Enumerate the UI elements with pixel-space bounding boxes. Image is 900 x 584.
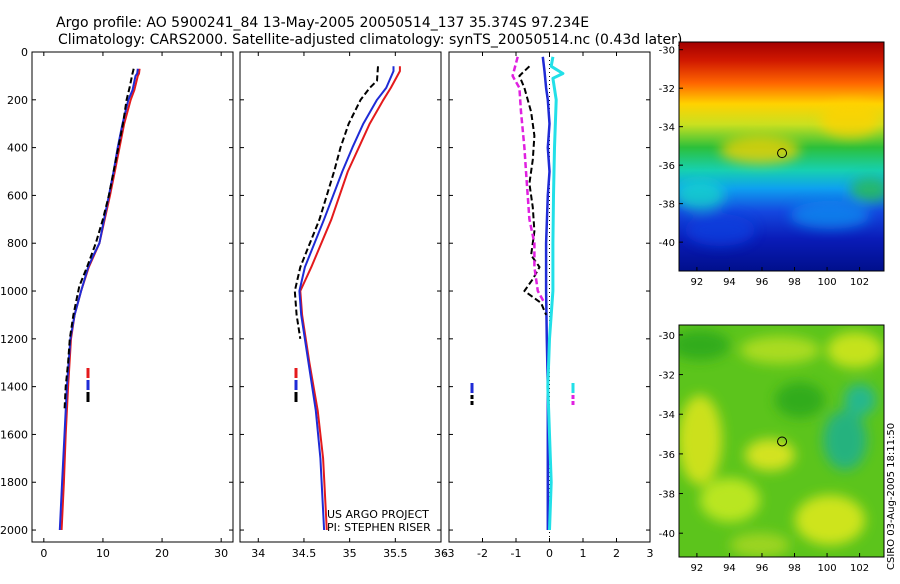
series-line: [518, 65, 548, 316]
y-tick-label: 1200: [0, 333, 28, 346]
x-tick-label: 10: [96, 547, 110, 560]
y-tick-label: 1600: [0, 428, 28, 441]
x-tick-label: 2: [613, 547, 620, 560]
y-tick-label: 800: [7, 237, 28, 250]
x-tick-label: 102: [850, 563, 869, 574]
y-tick-label: -30: [659, 331, 675, 342]
x-tick-label: 3: [647, 547, 654, 560]
side-stamp: CSIRO 03-Aug-2005 18:11:50: [886, 423, 897, 570]
x-tick-label: 36: [434, 547, 448, 560]
series-line: [63, 68, 135, 411]
x-tick-label: 92: [691, 563, 704, 574]
x-tick-label: 0: [546, 547, 553, 560]
x-tick-label: 96: [756, 277, 769, 288]
series-line: [293, 66, 379, 339]
x-tick-label: 92: [691, 277, 704, 288]
x-tick-label: 1: [580, 547, 587, 560]
y-tick-label: -38: [659, 200, 675, 211]
y-tick-label: -36: [659, 161, 675, 172]
y-tick-label: 0: [21, 46, 28, 59]
x-tick-label: -3: [444, 547, 455, 560]
y-tick-label: -38: [659, 490, 675, 501]
x-tick-label: 35.5: [383, 547, 408, 560]
x-tick-label: 34.5: [292, 547, 317, 560]
x-tick-label: 35: [343, 547, 357, 560]
x-tick-label: 94: [723, 277, 736, 288]
header-line-2: Climatology: CARS2000. Satellite-adjuste…: [58, 32, 682, 48]
x-tick-label: 30: [214, 547, 228, 560]
x-tick-label: 100: [818, 277, 837, 288]
argo-position-marker: [777, 148, 788, 159]
x-tick-label: 20: [155, 547, 169, 560]
y-tick-label: -32: [659, 371, 675, 382]
y-tick-label: 2000: [0, 524, 28, 537]
x-tick-label: 98: [788, 563, 801, 574]
x-tick-label: 100: [818, 563, 837, 574]
y-tick-label: -40: [659, 238, 675, 249]
y-tick-label: -36: [659, 450, 675, 461]
credit-project: US ARGO PROJECT: [327, 508, 429, 521]
x-tick-label: 34: [251, 547, 265, 560]
temperature-panel: 0 10 20 30 0 200 400 600 800 1000 1200 1400 1600 1800…: [0, 46, 234, 560]
x-tick-label: 94: [723, 563, 736, 574]
x-tick-label: 0: [40, 547, 47, 560]
sla-map: 92 94 96 98 100 102 -30 -32 -34 -36 -38 -40: [659, 324, 885, 574]
plot-frame: [239, 51, 442, 543]
y-tick-label: 1800: [0, 476, 28, 489]
y-tick-label: -34: [659, 410, 675, 421]
series-line: [546, 56, 565, 531]
series-line: [299, 66, 401, 531]
y-tick-label: 400: [7, 142, 28, 155]
x-tick-label: -2: [477, 547, 488, 560]
x-tick-label: -1: [511, 547, 522, 560]
credit-pi: PI: STEPHEN RISER: [327, 521, 431, 534]
y-tick-label: -40: [659, 529, 675, 540]
y-tick-label: -30: [659, 46, 675, 57]
salinity-panel: 34 34.5 35 35.5 36: [239, 51, 448, 560]
header-line-1: Argo profile: AO 5900241_84 13-May-2005 …: [56, 15, 589, 31]
y-tick-label: -34: [659, 123, 675, 134]
x-tick-label: 102: [850, 277, 869, 288]
argo-position-marker: [777, 436, 788, 447]
x-tick-label: 98: [788, 277, 801, 288]
series-line: [511, 56, 546, 304]
y-tick-label: 1000: [0, 285, 28, 298]
series-line: [298, 66, 395, 531]
difference-panel: -3 -2 -1 0 1 2 3: [444, 51, 654, 560]
sst-map: 92 94 96 98 100 102 -30 -32 -34 -36 -38 -40: [659, 41, 885, 288]
y-tick-label: 1400: [0, 381, 28, 394]
y-tick-label: 200: [7, 94, 28, 107]
x-tick-label: 96: [756, 563, 769, 574]
y-tick-label: -32: [659, 84, 675, 95]
y-tick-label: 600: [7, 189, 28, 202]
